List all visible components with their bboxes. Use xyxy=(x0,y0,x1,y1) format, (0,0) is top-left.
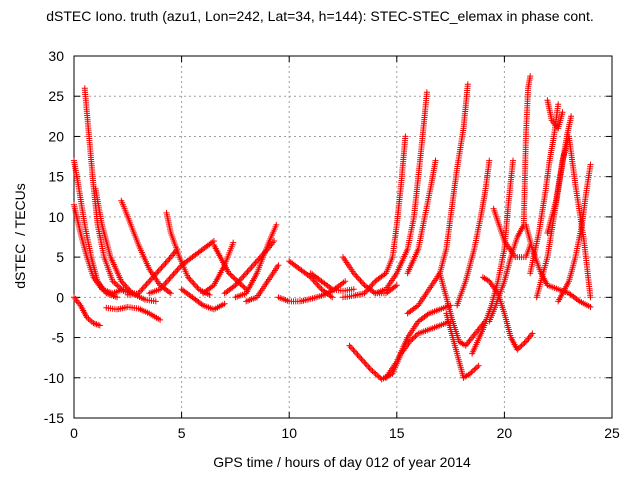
data-arc-markers xyxy=(71,201,127,297)
data-arc-markers xyxy=(307,270,357,294)
chart-title: dSTEC Iono. truth (azu1, Lon=242, Lat=34… xyxy=(46,8,594,24)
y-tick-label: 10 xyxy=(48,209,64,225)
data-arc-markers xyxy=(232,221,280,301)
data-arc-markers xyxy=(103,304,164,323)
data-arc-markers xyxy=(146,238,217,297)
y-tick-label: -5 xyxy=(52,330,65,346)
x-tick-label: 25 xyxy=(604,425,620,441)
data-arc-markers xyxy=(200,239,237,297)
x-tick-label: 5 xyxy=(178,425,186,441)
data-arc-markers xyxy=(178,286,228,313)
plot-frame xyxy=(73,55,613,419)
data-arc-markers xyxy=(527,101,562,277)
data-arc-markers xyxy=(243,262,282,305)
data-arc-markers xyxy=(486,73,534,325)
x-tick-label: 10 xyxy=(281,425,297,441)
data-arc-markers xyxy=(404,81,471,317)
y-tick-label: -15 xyxy=(44,410,64,426)
data-arc-markers xyxy=(71,294,103,329)
y-tick-label: -10 xyxy=(44,370,64,386)
data-arc-markers xyxy=(372,89,430,297)
x-axis-label: GPS time / hours of day 012 of year 2014 xyxy=(213,454,471,470)
x-tick-label: 15 xyxy=(389,425,405,441)
tick-labels: 0 5 10 15 20 25 -15 -10 -5 0 5 10 15 20 25 30 xyxy=(44,48,620,441)
data-arc-markers xyxy=(490,205,534,261)
data-arc-markers xyxy=(469,157,516,357)
data-arc-markers xyxy=(544,133,594,301)
data-arc-markers xyxy=(286,258,336,301)
data-arc-markers xyxy=(555,161,594,305)
data-arc-markers xyxy=(436,270,488,349)
data-arc-markers xyxy=(383,302,454,381)
data-arc-markers xyxy=(454,157,493,309)
data-arc-markers xyxy=(443,310,482,381)
plot-border xyxy=(73,55,613,419)
data-arc-markers xyxy=(81,85,138,297)
y-tick-label: 30 xyxy=(48,48,64,64)
data-arc-markers xyxy=(92,185,159,305)
data-arc-markers xyxy=(404,157,439,277)
data-arc-markers xyxy=(124,246,181,298)
y-tick-label: 5 xyxy=(56,249,64,265)
data-arc-markers xyxy=(340,133,409,301)
x-tick-label: 0 xyxy=(70,425,78,441)
y-tick-label: 25 xyxy=(48,88,64,104)
data-points xyxy=(71,73,594,383)
y-tick-label: 15 xyxy=(48,169,64,185)
x-tick-label: 20 xyxy=(497,425,513,441)
y-axis-label: dSTEC / TECUs xyxy=(12,183,28,289)
y-tick-label: 20 xyxy=(48,128,64,144)
data-arc-markers xyxy=(544,97,566,132)
y-tick-label: 0 xyxy=(56,289,64,305)
